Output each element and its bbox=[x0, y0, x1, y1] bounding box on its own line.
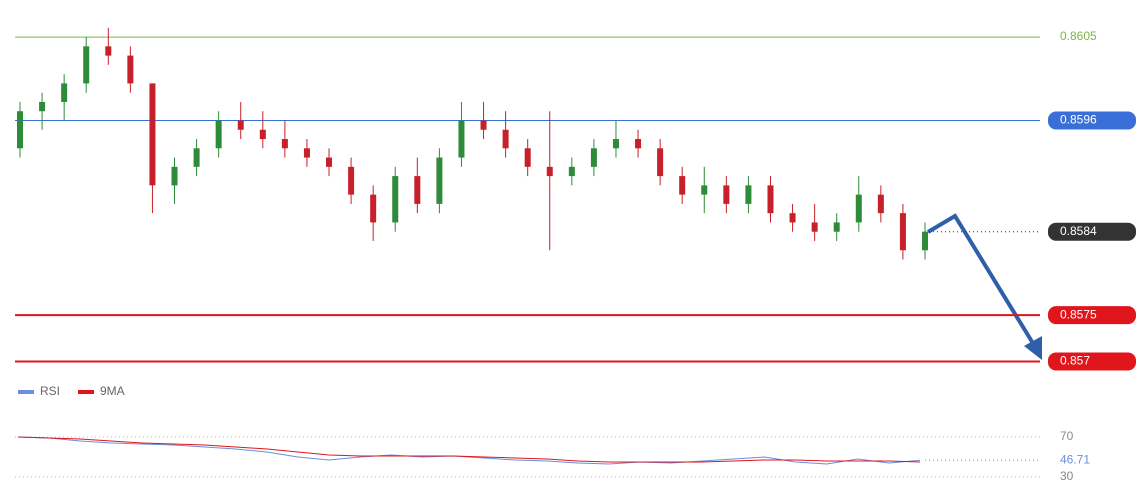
candle-body bbox=[348, 166, 355, 195]
candle-body bbox=[326, 157, 333, 167]
candle-body bbox=[635, 139, 642, 149]
candle-body bbox=[458, 120, 465, 158]
level-label: 0.8584 bbox=[1060, 224, 1097, 238]
candle-body bbox=[657, 148, 664, 177]
candle-body bbox=[590, 148, 597, 167]
candle-body bbox=[811, 222, 818, 232]
legend-label: RSI bbox=[40, 384, 60, 398]
level-label-box bbox=[1048, 352, 1136, 371]
level-label: 0.8575 bbox=[1060, 307, 1097, 321]
candle-body bbox=[612, 139, 619, 149]
candle-body bbox=[568, 166, 575, 177]
candle-body bbox=[149, 83, 156, 186]
candle-body bbox=[679, 176, 686, 195]
candle-body bbox=[524, 148, 531, 167]
candle-body bbox=[105, 46, 112, 56]
candle-body bbox=[303, 148, 310, 158]
current-value-label: 46.71 bbox=[1060, 452, 1090, 466]
candle-body bbox=[745, 185, 752, 204]
candle-body bbox=[414, 176, 421, 204]
level-label: 0.857 bbox=[1060, 354, 1090, 368]
candle-body bbox=[480, 120, 487, 130]
candle-body bbox=[546, 166, 553, 177]
line-series bbox=[17, 436, 921, 463]
candle-body bbox=[723, 185, 730, 204]
legend-label: 9MA bbox=[100, 384, 125, 398]
candle-body bbox=[502, 129, 509, 149]
candle-body bbox=[370, 194, 377, 223]
arrow-head bbox=[1024, 336, 1042, 360]
level-label-box bbox=[1048, 111, 1136, 130]
candle-body bbox=[171, 166, 178, 186]
level-label-box bbox=[1048, 222, 1136, 241]
candle-body bbox=[701, 185, 708, 195]
level-label: 0.8605 bbox=[1060, 29, 1097, 43]
candle-body bbox=[789, 213, 796, 223]
y-tick-label: 30 bbox=[1060, 469, 1074, 483]
candle-body bbox=[61, 83, 68, 102]
level-label-box bbox=[1048, 306, 1136, 325]
candle-body bbox=[877, 194, 884, 214]
candle-body bbox=[237, 120, 244, 130]
arrow-line bbox=[926, 213, 1036, 347]
y-tick-label: 70 bbox=[1060, 429, 1074, 443]
level-label: 0.8596 bbox=[1060, 113, 1097, 127]
candle-body bbox=[899, 213, 906, 251]
candle-body bbox=[855, 194, 862, 223]
candle-body bbox=[127, 55, 134, 84]
candle-body bbox=[193, 148, 200, 167]
candle-body bbox=[436, 157, 443, 204]
candle-body bbox=[392, 176, 399, 223]
forecast-arrow bbox=[926, 213, 1042, 360]
candle-body bbox=[215, 120, 222, 149]
candle-body bbox=[259, 129, 266, 140]
candle-body bbox=[39, 101, 46, 112]
candle-body bbox=[281, 139, 288, 149]
candle-body bbox=[83, 46, 90, 84]
candle-body bbox=[833, 222, 840, 232]
candle-body bbox=[922, 231, 928, 251]
candle-body bbox=[767, 185, 774, 214]
candle-body bbox=[17, 111, 23, 149]
